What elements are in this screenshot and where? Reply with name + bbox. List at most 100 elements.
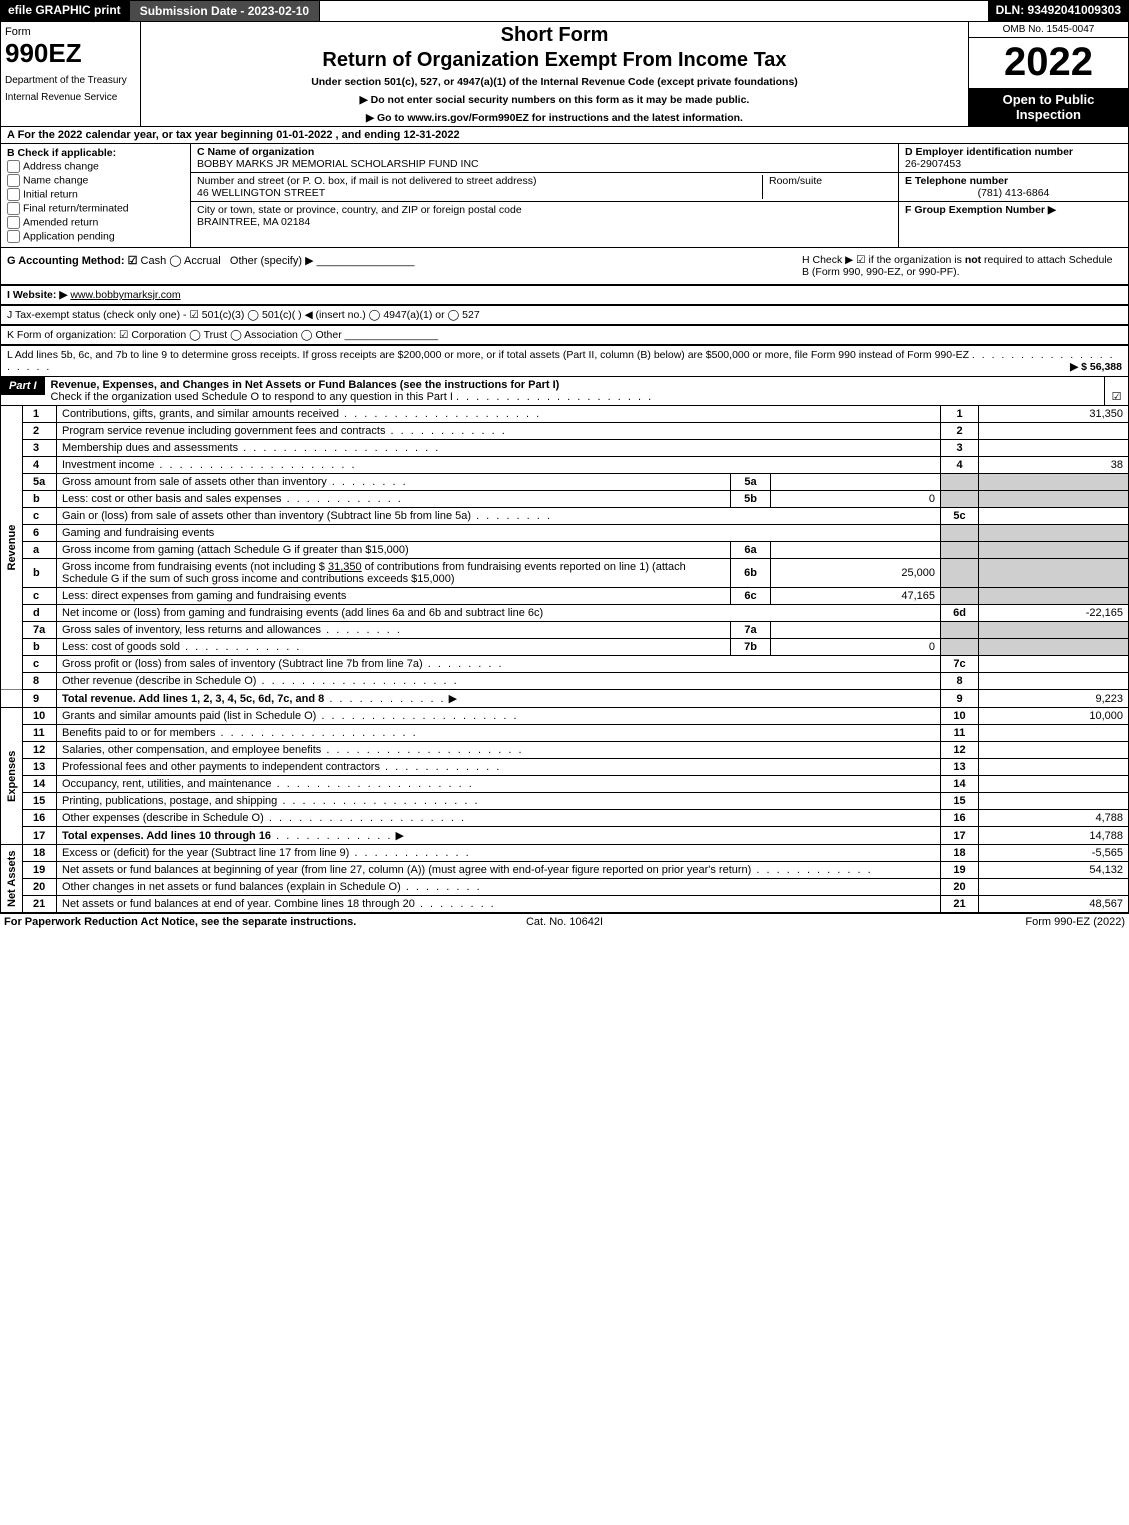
ln-val [979,656,1129,673]
footer-mid: Cat. No. 10642I [378,916,752,928]
subval: 25,000 [771,559,941,588]
dln-label: DLN: 93492041009303 [988,0,1129,22]
ln-desc: Contributions, gifts, grants, and simila… [57,406,941,423]
shade [941,588,979,605]
form-word: Form [5,26,136,38]
line-8: 8 Other revenue (describe in Schedule O)… [1,673,1129,690]
ln-desc: Benefits paid to or for members [57,725,941,742]
efile-label: efile GRAPHIC print [0,0,129,22]
d: Printing, publications, postage, and shi… [62,795,277,807]
dots [271,830,392,842]
line-21: 21 Net assets or fund balances at end of… [1,896,1129,913]
top-bar: efile GRAPHIC print Submission Date - 20… [0,0,1129,22]
org-name: BOBBY MARKS JR MEMORIAL SCHOLARSHIP FUND… [197,158,479,170]
dots [215,727,417,739]
line-18: Net Assets 18 Excess or (deficit) for th… [1,845,1129,862]
d1: Gross income from fundraising events (no… [62,561,328,573]
line-7c: c Gross profit or (loss) from sales of i… [1,656,1129,673]
ln-num: 17 [23,827,57,845]
return-title: Return of Organization Exempt From Incom… [147,49,962,72]
dots [380,761,501,773]
part1-check[interactable]: ☑ [1104,377,1128,405]
omb-number: OMB No. 1545-0047 [969,22,1128,38]
chk-initial-return[interactable]: Initial return [7,188,184,201]
dots [264,812,466,824]
ln-num: 14 [23,776,57,793]
ln-val [979,725,1129,742]
line-9: 9 Total revenue. Add lines 1, 2, 3, 4, 5… [1,690,1129,708]
footer: For Paperwork Reduction Act Notice, see … [0,913,1129,930]
chk-label: Amended return [23,216,98,228]
dots [316,710,518,722]
ln-num: b [23,491,57,508]
under-section: Under section 501(c), 527, or 4947(a)(1)… [147,76,962,88]
section-l: L Add lines 5b, 6c, and 7b to line 9 to … [0,345,1129,377]
dots [321,624,402,636]
cash-label: Cash [141,255,167,267]
chk-application-pending[interactable]: Application pending [7,230,184,243]
ln-desc: Gross profit or (loss) from sales of inv… [57,656,941,673]
ln-rnum: 1 [941,406,979,423]
section-k: K Form of organization: ☑ Corporation ◯ … [0,325,1129,345]
line-3: 3 Membership dues and assessments 3 [1,440,1129,457]
chk-address-change[interactable]: Address change [7,160,184,173]
chk-name-change[interactable]: Name change [7,174,184,187]
c-city-row: City or town, state or province, country… [191,202,898,230]
chk-amended-return[interactable]: Amended return [7,216,184,229]
d: Salaries, other compensation, and employ… [62,744,321,756]
ln-rnum: 20 [941,879,979,896]
ln-num: 21 [23,896,57,913]
ln-rnum: 6d [941,605,979,622]
subcol: 6a [731,542,771,559]
shade [979,491,1129,508]
phone-value: (781) 413-6864 [905,187,1122,199]
website-label: I Website: ▶ [7,289,67,301]
line-6c: c Less: direct expenses from gaming and … [1,588,1129,605]
section-c: C Name of organization BOBBY MARKS JR ME… [191,144,898,247]
dots [321,744,523,756]
form-number: 990EZ [5,38,136,69]
line-6: 6 Gaming and fundraising events [1,525,1129,542]
part1-label: Part I [1,377,45,395]
ln-val: 38 [979,457,1129,474]
ln-rnum: 11 [941,725,979,742]
chk-final-return[interactable]: Final return/terminated [7,202,184,215]
dots [324,693,445,705]
dots [272,778,474,790]
ln-num: 2 [23,423,57,440]
part1-header: Part I Revenue, Expenses, and Changes in… [0,377,1129,406]
ln-val: -22,165 [979,605,1129,622]
website-value: www.bobbymarksjr.com [70,289,180,301]
shade [941,525,979,542]
line-14: 14 Occupancy, rent, utilities, and maint… [1,776,1129,793]
d: Total revenue. Add lines 1, 2, 3, 4, 5c,… [62,693,324,705]
ln-num: 12 [23,742,57,759]
ln-num: 7a [23,622,57,639]
amt: 31,350 [328,561,362,573]
ln-num: b [23,559,57,588]
d: Net assets or fund balances at beginning… [62,864,751,876]
line-1: Revenue 1 Contributions, gifts, grants, … [1,406,1129,423]
dots [415,898,496,910]
phone-label: E Telephone number [905,175,1008,187]
phone-row: E Telephone number (781) 413-6864 [899,173,1128,202]
line-5b: b Less: cost or other basis and sales ex… [1,491,1129,508]
irs-label: Internal Revenue Service [5,92,136,103]
expenses-vert-label: Expenses [1,708,23,845]
ln-rnum: 15 [941,793,979,810]
shade [941,491,979,508]
d: Other revenue (describe in Schedule O) [62,675,256,687]
d: Other changes in net assets or fund bala… [62,881,401,893]
ln-num: 3 [23,440,57,457]
tax-year: 2022 [969,38,1128,86]
ln-rnum: 16 [941,810,979,827]
ln-desc: Excess or (deficit) for the year (Subtra… [57,845,941,862]
ein-row: D Employer identification number 26-2907… [899,144,1128,173]
subval [771,474,941,491]
d: Less: cost of goods sold [62,641,180,653]
netassets-vert-label: Net Assets [1,845,23,913]
desc-text: Membership dues and assessments [62,442,238,454]
ln-num: 5a [23,474,57,491]
ln-rnum: 9 [941,690,979,708]
ln-desc: Program service revenue including govern… [57,423,941,440]
